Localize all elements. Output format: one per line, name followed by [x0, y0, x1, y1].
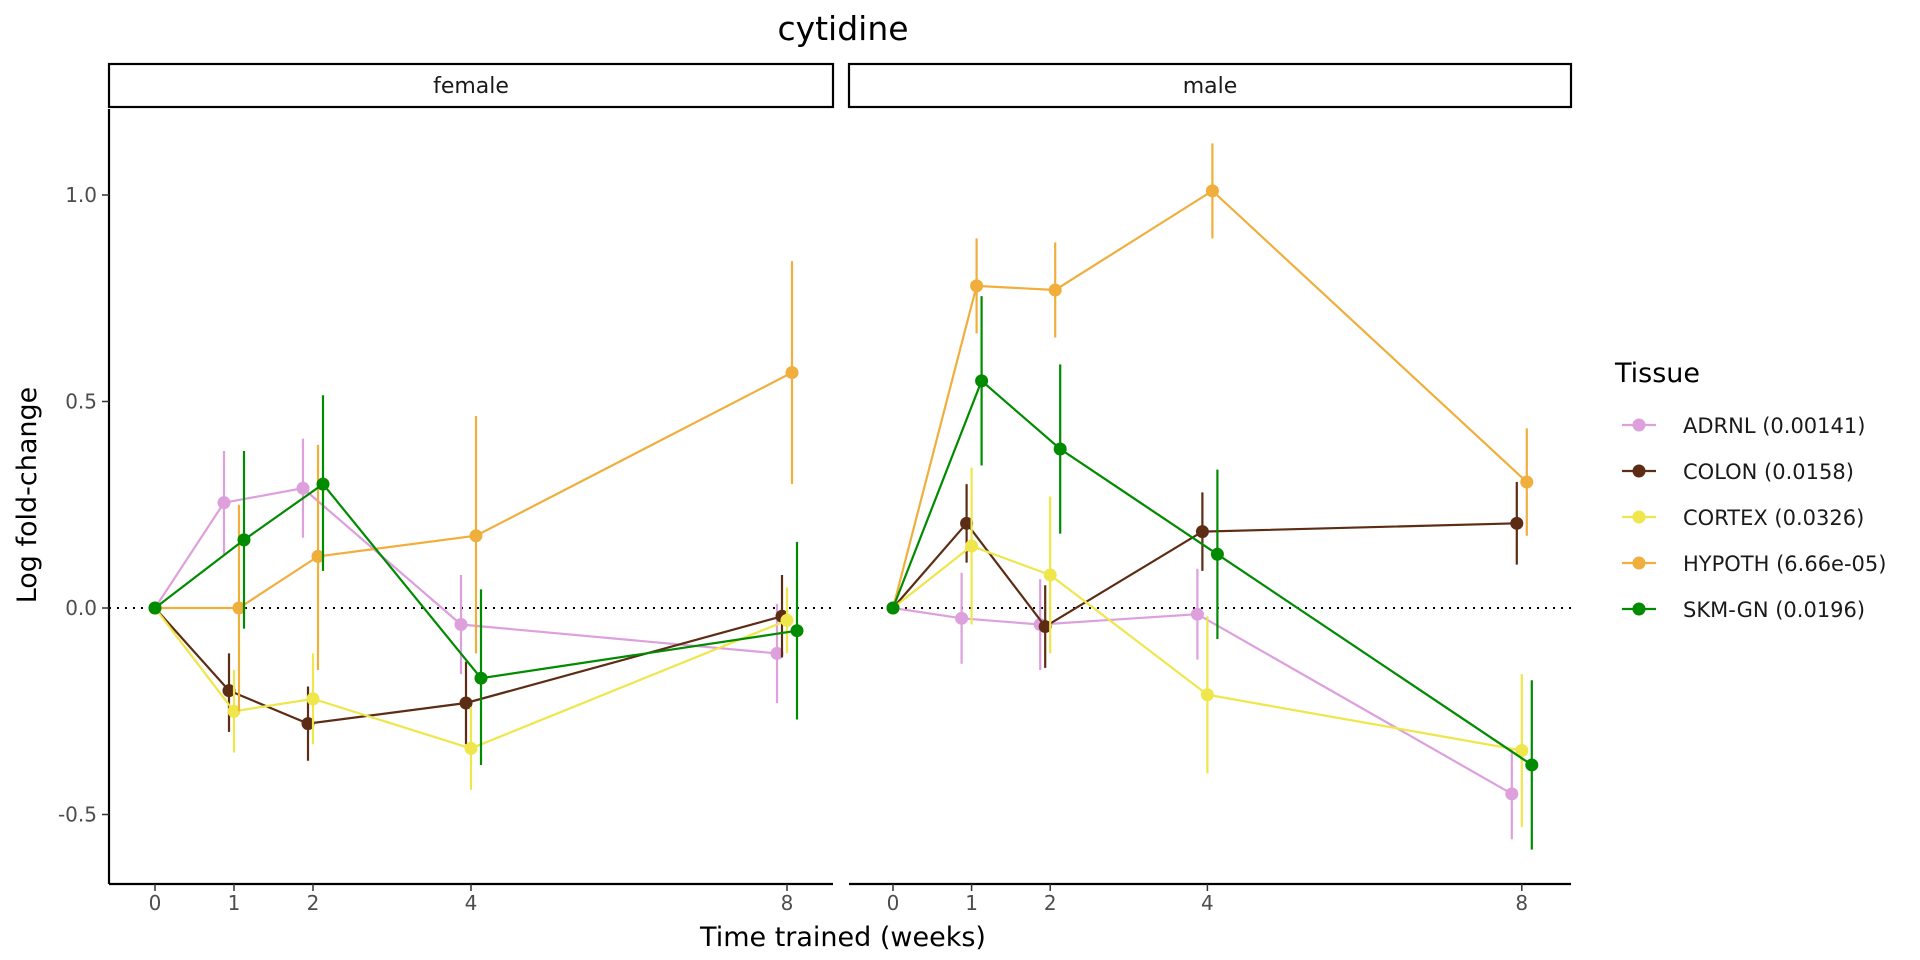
data-point	[306, 692, 320, 706]
series-skm-gn	[148, 395, 804, 765]
legend-item: ADRNL (0.00141)	[1622, 414, 1865, 438]
series-line	[891, 189, 1528, 609]
data-point	[301, 717, 315, 731]
x-tick-label: 2	[307, 891, 320, 915]
series-line	[892, 606, 1513, 795]
legend-label: HYPOTH (6.66e-05)	[1683, 552, 1886, 576]
x-tick-label: 4	[1201, 891, 1214, 915]
legend-label: COLON (0.0158)	[1683, 460, 1854, 484]
legend-key-point	[1632, 510, 1646, 524]
facet-strip-female	[107, 62, 835, 109]
data-point	[780, 613, 794, 627]
data-point	[454, 618, 468, 632]
data-point	[148, 601, 162, 615]
data-point	[237, 533, 251, 547]
legend-item: SKM-GN (0.0196)	[1622, 598, 1865, 622]
legend-key-point	[1632, 464, 1646, 478]
data-point	[474, 671, 488, 685]
x-tick-label: 2	[1044, 891, 1057, 915]
legend: Tissue ADRNL (0.00141) COLON (0.0158) CORT…	[1614, 358, 1886, 622]
y-tick-label: 0.0	[65, 596, 97, 620]
data-point	[464, 741, 478, 755]
data-point	[970, 279, 984, 293]
series-hypoth	[886, 143, 1534, 615]
legend-key-point	[1632, 556, 1646, 570]
series-cortex	[886, 467, 1529, 827]
y-tick-label: 0.5	[65, 390, 97, 414]
x-tick-label: 8	[781, 891, 794, 915]
data-point	[1520, 475, 1534, 489]
x-axis-title: Time trained (weeks)	[699, 922, 986, 953]
facet-strip-male	[847, 62, 1573, 109]
series-line	[155, 371, 793, 610]
y-tick-label: 1.0	[65, 183, 97, 207]
data-point	[785, 366, 799, 380]
y-axis-title: Log fold-change	[12, 387, 43, 604]
data-point	[227, 704, 241, 718]
data-point	[1038, 620, 1052, 634]
data-point	[1195, 525, 1209, 539]
series-line	[892, 521, 1517, 629]
legend-label: CORTEX (0.0326)	[1683, 506, 1864, 530]
legend-key-point	[1632, 602, 1646, 616]
data-point	[469, 529, 483, 543]
data-point	[459, 696, 473, 710]
x-tick-label: 4	[465, 891, 478, 915]
data-point	[1510, 516, 1524, 530]
legend-label: SKM-GN (0.0196)	[1683, 598, 1865, 622]
data-point	[1205, 184, 1219, 198]
data-point	[1210, 547, 1224, 561]
series-adrnl	[886, 568, 1519, 840]
data-point	[1190, 607, 1204, 621]
facet-panels: female 0 1 2 4 8 -0.5 0.0 0.5 1.0 male 0 1 2 4 8	[58, 62, 1573, 915]
data-point	[1200, 688, 1214, 702]
panel-male: male 0 1 2 4 8	[847, 62, 1573, 915]
legend-key-point	[1632, 418, 1646, 432]
data-point	[296, 481, 310, 495]
legend-item: COLON (0.0158)	[1622, 460, 1854, 484]
data-point	[960, 516, 974, 530]
x-tick-label: 1	[965, 891, 978, 915]
series-line	[891, 378, 1533, 766]
data-point	[316, 477, 330, 491]
legend-item: HYPOTH (6.66e-05)	[1622, 552, 1886, 576]
panel-female: female 0 1 2 4 8 -0.5 0.0 0.5 1.0	[58, 62, 835, 915]
data-point	[232, 601, 246, 615]
legend-title: Tissue	[1614, 358, 1700, 389]
data-point	[222, 684, 236, 698]
data-point	[311, 549, 325, 563]
legend-label: ADRNL (0.00141)	[1683, 414, 1865, 438]
x-tick-label: 1	[228, 891, 241, 915]
legend-item: CORTEX (0.0326)	[1622, 506, 1864, 530]
data-point	[955, 611, 969, 625]
series-colon	[886, 482, 1524, 668]
x-tick-label: 8	[1515, 891, 1528, 915]
data-point	[1505, 787, 1519, 801]
x-tick-label: 0	[149, 891, 162, 915]
x-tick-label: 0	[887, 891, 900, 915]
data-point	[217, 496, 231, 510]
series-cortex	[148, 587, 794, 790]
legend-items: ADRNL (0.00141) COLON (0.0158) CORTEX (0.0…	[1622, 414, 1886, 622]
series-hypoth	[148, 261, 799, 712]
facet-strip-label: male	[1183, 74, 1238, 99]
data-point	[1043, 568, 1057, 582]
facet-strip-label: female	[433, 74, 509, 99]
data-point	[886, 601, 900, 615]
data-point	[1048, 283, 1062, 297]
data-point	[1053, 442, 1067, 456]
data-point	[770, 646, 784, 660]
data-point	[1525, 758, 1539, 772]
data-point	[965, 539, 979, 553]
series-skm-gn	[886, 296, 1539, 850]
data-point	[790, 624, 804, 638]
data-point	[975, 374, 989, 388]
y-tick-label: -0.5	[58, 803, 97, 827]
data-point	[1515, 743, 1529, 757]
chart-title: cytidine	[777, 9, 908, 48]
